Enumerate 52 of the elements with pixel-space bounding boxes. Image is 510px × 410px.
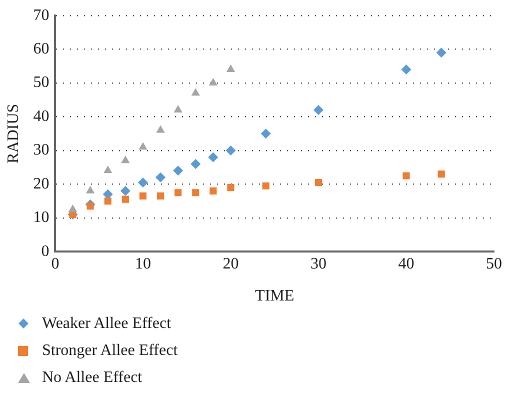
y-axis-title: RADIUS — [4, 104, 22, 164]
y-tick-label: 20 — [33, 175, 50, 192]
point — [402, 172, 410, 180]
point — [156, 125, 165, 133]
point — [86, 202, 94, 210]
point — [262, 182, 270, 190]
point — [156, 192, 164, 200]
point — [227, 184, 234, 192]
point — [173, 166, 184, 176]
point — [138, 177, 148, 188]
point — [438, 170, 445, 178]
point — [190, 158, 201, 169]
point — [121, 156, 130, 164]
point — [122, 196, 129, 203]
point — [210, 187, 217, 194]
point — [260, 128, 271, 139]
point — [208, 152, 218, 162]
legend-label: No Allee Effect — [42, 368, 142, 386]
point — [138, 142, 148, 150]
point — [139, 192, 146, 200]
x-tick-label: 20 — [222, 255, 239, 272]
y-tick-label: 70 — [33, 6, 50, 24]
x-tick-label: 30 — [310, 255, 326, 272]
point — [156, 172, 166, 182]
y-tick-label: 40 — [33, 108, 50, 125]
point — [401, 64, 412, 75]
legend-label: Stronger Allee Effect — [42, 342, 178, 360]
y-tick-label: 0 — [41, 242, 50, 260]
y-tick-label: 10 — [33, 209, 50, 226]
x-tick-label: 50 — [486, 255, 502, 272]
point — [120, 186, 130, 196]
point — [313, 105, 324, 115]
x-tick-label: 40 — [398, 255, 414, 272]
point — [226, 145, 236, 156]
legend-label: Weaker Allee Effect — [42, 314, 172, 332]
point — [208, 78, 218, 86]
point — [436, 48, 446, 58]
point — [191, 88, 200, 96]
point — [104, 197, 112, 205]
point — [174, 189, 182, 196]
y-tick-label: 60 — [33, 40, 50, 58]
x-tick-label: 10 — [134, 255, 151, 272]
x-axis-title: TIME — [255, 288, 294, 305]
point — [226, 64, 236, 72]
y-tick-label: 30 — [33, 142, 50, 159]
point — [104, 166, 112, 174]
point — [174, 105, 182, 112]
y-tick-label: 50 — [33, 74, 50, 92]
point — [314, 178, 322, 186]
point — [68, 204, 78, 212]
point — [86, 186, 95, 194]
point — [192, 189, 200, 196]
